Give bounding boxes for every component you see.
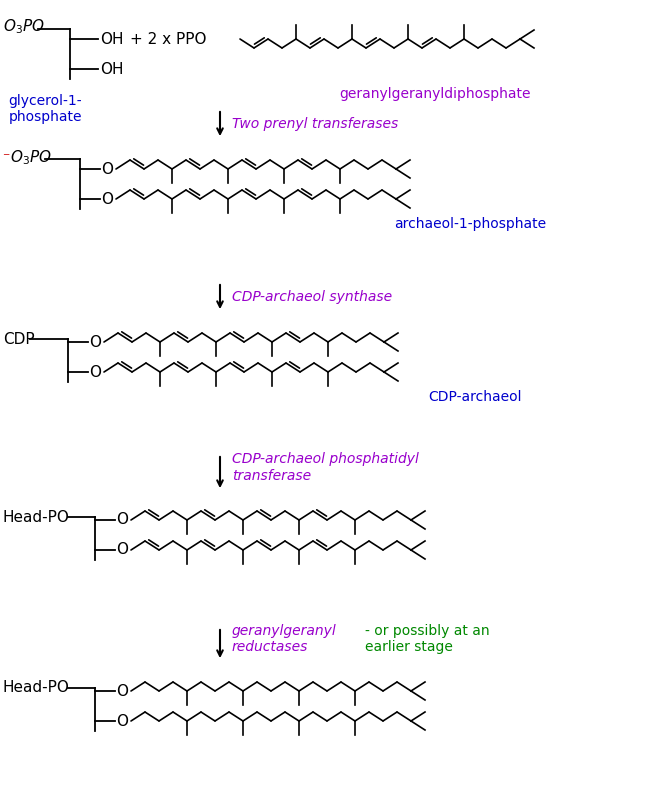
Text: glycerol-1-
phosphate: glycerol-1- phosphate: [8, 94, 82, 125]
Text: + 2 x PPO: + 2 x PPO: [130, 32, 207, 46]
Text: O: O: [116, 512, 128, 527]
Text: O: O: [101, 192, 113, 206]
Text: CDP-archaeol synthase: CDP-archaeol synthase: [232, 290, 392, 304]
Text: geranylgeranyl
reductases: geranylgeranyl reductases: [232, 624, 337, 654]
Text: CDP: CDP: [3, 332, 35, 346]
Text: Head-PO: Head-PO: [3, 680, 70, 696]
Text: geranylgeranyldiphosphate: geranylgeranyldiphosphate: [339, 87, 531, 101]
Text: O: O: [116, 684, 128, 698]
Text: $O_3PO$: $O_3PO$: [10, 149, 52, 167]
Text: - or possibly at an
earlier stage: - or possibly at an earlier stage: [365, 624, 490, 654]
Text: O: O: [89, 365, 101, 379]
Text: archaeol-1-phosphate: archaeol-1-phosphate: [394, 217, 546, 231]
Text: O: O: [101, 162, 113, 176]
Text: Head-PO: Head-PO: [3, 510, 70, 524]
Text: OH: OH: [100, 61, 123, 77]
Text: $O_3PO$: $O_3PO$: [3, 18, 45, 36]
Text: O: O: [116, 543, 128, 557]
Text: CDP-archaeol phosphatidyl
transferase: CDP-archaeol phosphatidyl transferase: [232, 452, 419, 483]
Text: O: O: [89, 334, 101, 349]
Text: OH: OH: [100, 32, 123, 46]
Text: $^{-}$: $^{-}$: [2, 151, 10, 164]
Text: Two prenyl transferases: Two prenyl transferases: [232, 117, 398, 131]
Text: O: O: [116, 714, 128, 728]
Text: CDP-archaeol: CDP-archaeol: [428, 390, 522, 404]
